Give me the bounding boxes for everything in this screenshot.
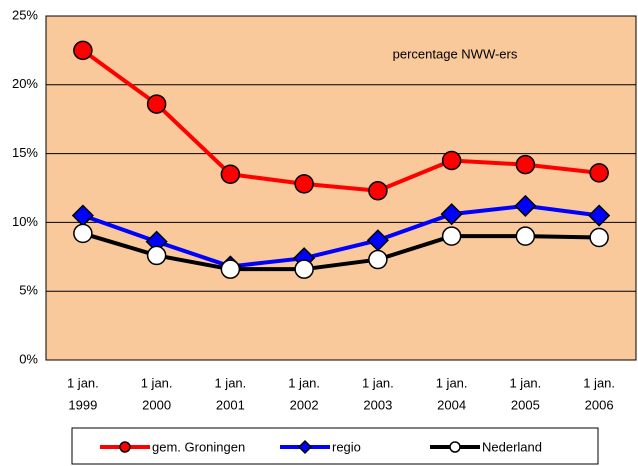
y-tick-label: 25% xyxy=(12,7,38,22)
marker xyxy=(515,226,536,246)
marker xyxy=(297,439,313,455)
marker xyxy=(515,154,536,175)
x-tick-label: 2006 xyxy=(585,397,614,412)
x-tick-label: 1 jan. xyxy=(509,375,541,390)
x-tick-label: 1 jan. xyxy=(436,375,468,390)
legend-label: gem. Groningen xyxy=(152,439,245,454)
x-tick-label: 2000 xyxy=(142,397,171,412)
series-line xyxy=(82,203,600,269)
x-tick-label: 2002 xyxy=(290,397,319,412)
y-tick-label: 5% xyxy=(19,283,38,298)
marker xyxy=(73,40,93,61)
marker xyxy=(449,441,461,453)
series-line xyxy=(82,231,600,272)
marker xyxy=(588,204,611,227)
marker xyxy=(220,259,241,279)
marker xyxy=(119,441,131,453)
marker xyxy=(441,226,462,246)
marker xyxy=(294,259,314,279)
marker xyxy=(440,203,463,226)
marker xyxy=(589,163,609,183)
marker xyxy=(294,174,314,194)
x-tick-label: 1 jan. xyxy=(288,375,320,390)
x-tick-label: 1 jan. xyxy=(362,375,394,390)
marker xyxy=(73,223,93,244)
y-tick-label: 0% xyxy=(19,351,38,366)
x-tick-label: 2005 xyxy=(511,397,540,412)
y-tick-label: 20% xyxy=(12,76,38,91)
legend xyxy=(71,427,599,465)
x-tick-label: 2003 xyxy=(363,397,392,412)
marker xyxy=(514,194,537,217)
marker xyxy=(146,94,167,114)
x-tick-label: 1 jan. xyxy=(214,375,246,390)
x-tick-label: 1 jan. xyxy=(141,375,173,390)
annotation: percentage NWW-ers xyxy=(393,46,518,61)
marker xyxy=(220,164,241,184)
y-tick-label: 10% xyxy=(12,214,38,229)
legend-label: regio xyxy=(332,439,361,454)
series-line xyxy=(81,48,600,193)
marker xyxy=(368,181,388,201)
x-tick-label: 2001 xyxy=(216,397,245,412)
marker xyxy=(441,150,462,171)
marker xyxy=(589,227,609,248)
x-tick-label: 2004 xyxy=(437,397,466,412)
marker xyxy=(368,249,388,270)
x-tick-label: 1999 xyxy=(68,397,97,412)
x-tick-label: 1 jan. xyxy=(67,375,99,390)
marker xyxy=(146,245,167,266)
x-tick-label: 1 jan. xyxy=(583,375,615,390)
y-tick-label: 15% xyxy=(12,145,38,160)
legend-label: Nederland xyxy=(482,439,542,454)
